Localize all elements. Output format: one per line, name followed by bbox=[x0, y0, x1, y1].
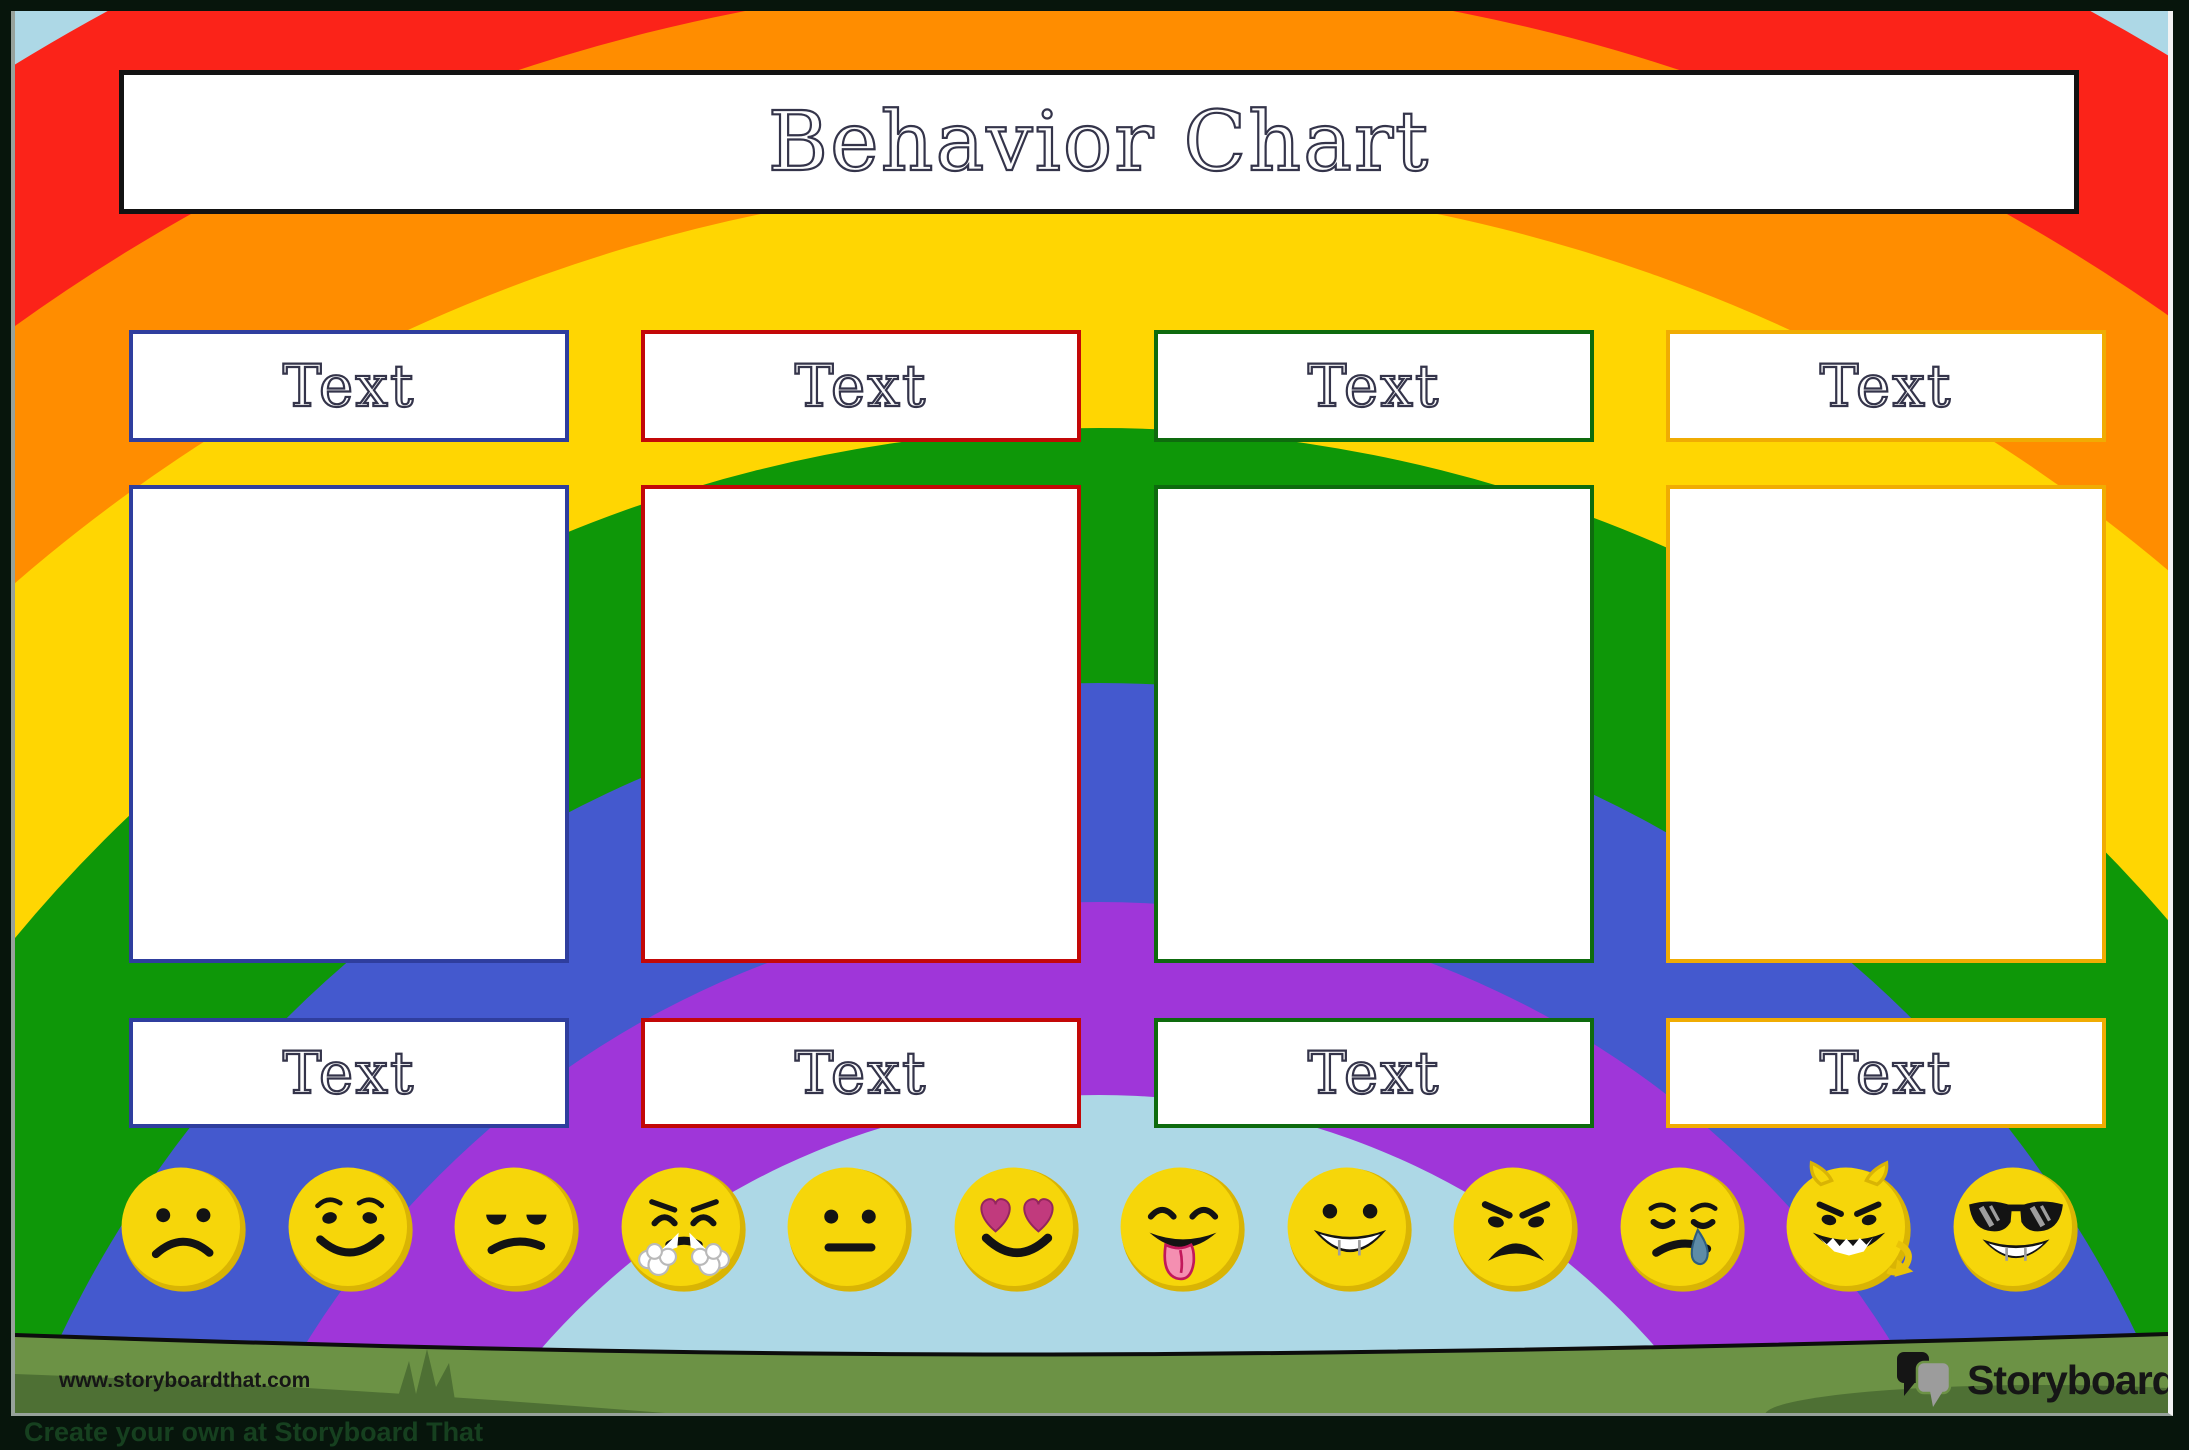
column-3-content-box[interactable] bbox=[1154, 485, 1594, 963]
column-1-header-label: Text bbox=[282, 351, 416, 421]
column-2-footer-label: Text bbox=[794, 1038, 928, 1108]
column-1-footer-label: Text bbox=[282, 1038, 416, 1108]
column-3-footer-label: Text bbox=[1307, 1038, 1441, 1108]
grass-tuft bbox=[393, 1349, 457, 1413]
grass-mound bbox=[15, 1374, 665, 1413]
emoji-slightly-smiling-face[interactable] bbox=[284, 1163, 418, 1297]
column-4-footer-label: Text bbox=[1819, 1038, 1953, 1108]
column-1-footer-box[interactable]: Text bbox=[129, 1018, 569, 1128]
grass-outline bbox=[15, 1332, 2168, 1357]
grass-strip bbox=[15, 1334, 2168, 1413]
column-1-header-box[interactable]: Text bbox=[129, 330, 569, 442]
column-2-header-box[interactable]: Text bbox=[641, 330, 1081, 442]
column-2-content-box[interactable] bbox=[641, 485, 1081, 963]
logo-text-primary: Storyboard bbox=[1967, 1356, 2173, 1403]
column-4-header-box[interactable]: Text bbox=[1666, 330, 2106, 442]
emoji-grinning-face-with-big-teeth[interactable] bbox=[1283, 1163, 1417, 1297]
emoji-crying-face[interactable] bbox=[1616, 1163, 1750, 1297]
emoji-face-with-steam-from-nose[interactable] bbox=[617, 1163, 751, 1297]
column-3-header-box[interactable]: Text bbox=[1154, 330, 1594, 442]
speech-bubbles-icon bbox=[1897, 1352, 1952, 1407]
title-box[interactable]: Behavior Chart bbox=[119, 70, 2079, 214]
rainbow-inner-sky bbox=[491, 1095, 1707, 1413]
emoji-smiling-face-with-sunglasses[interactable] bbox=[1949, 1163, 2083, 1297]
column-2-footer-box[interactable]: Text bbox=[641, 1018, 1081, 1128]
website-url: www.storyboardthat.com bbox=[59, 1369, 311, 1392]
logo-shadow-mound bbox=[1765, 1385, 2168, 1413]
emoji-smiling-devil-face[interactable] bbox=[1782, 1160, 1916, 1297]
emoji-neutral-face[interactable] bbox=[783, 1163, 917, 1297]
credit-line: Create your own at Storyboard That bbox=[24, 1417, 484, 1447]
column-4-footer-box[interactable]: Text bbox=[1666, 1018, 2106, 1128]
column-4-header-label: Text bbox=[1819, 351, 1953, 421]
emoji-row bbox=[117, 1160, 2083, 1297]
emoji-frowning-face[interactable] bbox=[117, 1163, 251, 1297]
emoji-squinting-face-with-tongue[interactable] bbox=[1116, 1163, 1250, 1297]
emoji-smiling-face-with-heart-eyes[interactable] bbox=[950, 1163, 1084, 1297]
column-2-header-label: Text bbox=[794, 351, 928, 421]
emoji-angry-face[interactable] bbox=[1449, 1163, 1583, 1297]
column-4-content-box[interactable] bbox=[1666, 485, 2106, 963]
column-1-content-box[interactable] bbox=[129, 485, 569, 963]
emoji-unamused-face[interactable] bbox=[450, 1163, 584, 1297]
column-3-footer-box[interactable]: Text bbox=[1154, 1018, 1594, 1128]
poster-title: Behavior Chart bbox=[767, 93, 1431, 190]
column-3-header-label: Text bbox=[1307, 351, 1441, 421]
poster-frame: Behavior Chart Text Text Text Text Text … bbox=[11, 11, 2173, 1416]
